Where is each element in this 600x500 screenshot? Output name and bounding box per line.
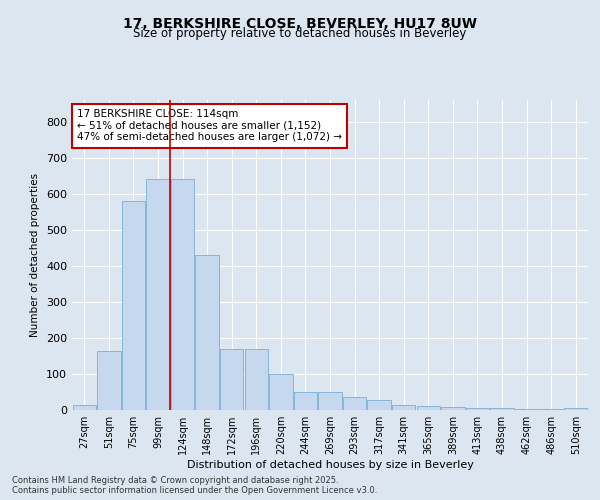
Bar bbox=[441, 407, 464, 410]
Bar bbox=[97, 350, 121, 410]
Bar bbox=[564, 408, 587, 410]
Bar bbox=[367, 400, 391, 410]
Bar bbox=[171, 180, 194, 410]
Bar bbox=[245, 348, 268, 410]
Bar bbox=[146, 180, 170, 410]
Text: Contains HM Land Registry data © Crown copyright and database right 2025.
Contai: Contains HM Land Registry data © Crown c… bbox=[12, 476, 377, 495]
Bar bbox=[122, 201, 145, 410]
Text: 17, BERKSHIRE CLOSE, BEVERLEY, HU17 8UW: 17, BERKSHIRE CLOSE, BEVERLEY, HU17 8UW bbox=[123, 18, 477, 32]
Bar bbox=[416, 406, 440, 410]
Bar bbox=[196, 255, 219, 410]
Bar bbox=[220, 348, 244, 410]
Y-axis label: Number of detached properties: Number of detached properties bbox=[31, 173, 40, 337]
Bar bbox=[73, 404, 96, 410]
Bar bbox=[343, 396, 366, 410]
Bar bbox=[269, 374, 293, 410]
Bar bbox=[319, 392, 341, 410]
Bar bbox=[294, 392, 317, 410]
Bar bbox=[466, 408, 489, 410]
X-axis label: Distribution of detached houses by size in Beverley: Distribution of detached houses by size … bbox=[187, 460, 473, 470]
Text: Size of property relative to detached houses in Beverley: Size of property relative to detached ho… bbox=[133, 28, 467, 40]
Bar bbox=[490, 408, 514, 410]
Text: 17 BERKSHIRE CLOSE: 114sqm
← 51% of detached houses are smaller (1,152)
47% of s: 17 BERKSHIRE CLOSE: 114sqm ← 51% of deta… bbox=[77, 110, 342, 142]
Bar bbox=[392, 406, 415, 410]
